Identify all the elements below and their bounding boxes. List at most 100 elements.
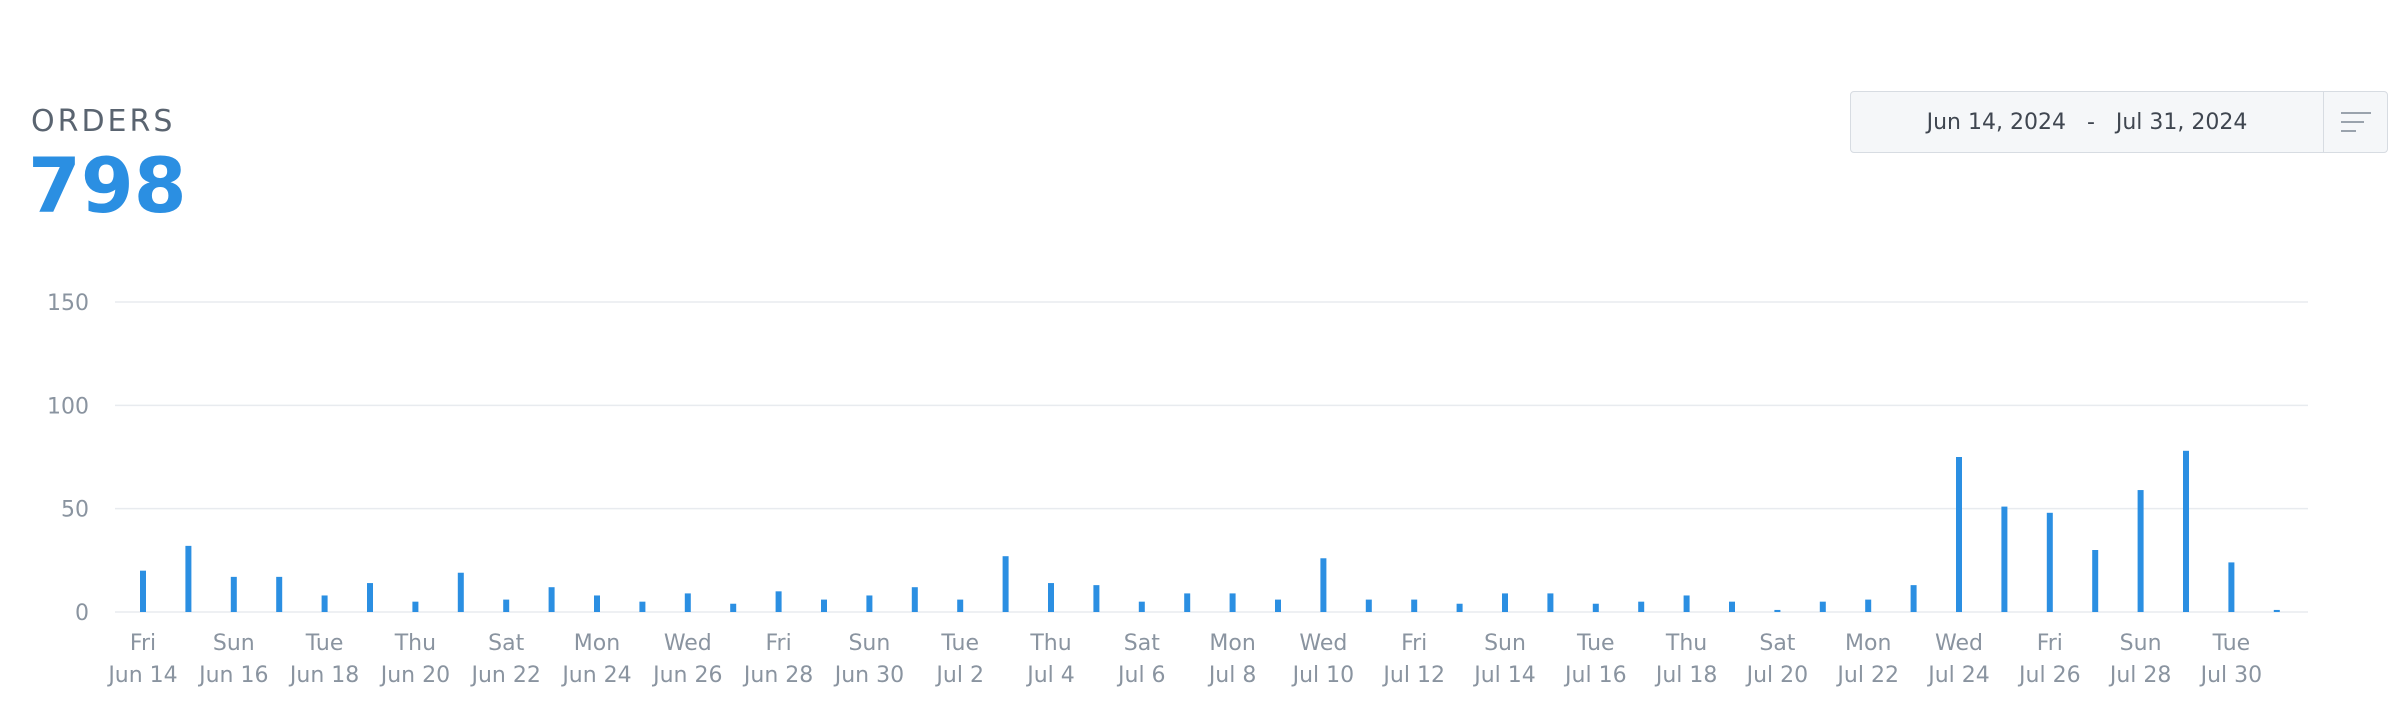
bar[interactable] <box>1365 599 1372 612</box>
bars <box>140 450 2280 612</box>
bar[interactable] <box>594 595 600 612</box>
bar[interactable] <box>1138 601 1145 612</box>
bar[interactable] <box>1411 599 1418 612</box>
bar[interactable] <box>230 576 237 612</box>
x-tick-day-label: Fri <box>130 631 156 656</box>
bar[interactable] <box>2273 609 2280 612</box>
filter-lines-icon <box>2340 112 2371 132</box>
bar[interactable] <box>276 576 283 612</box>
x-tick-day-label: Sun <box>2120 631 2162 656</box>
x-tick-day-label: Tue <box>305 631 344 656</box>
bar[interactable] <box>1819 601 1826 612</box>
date-range-separator: - <box>2086 109 2095 135</box>
x-tick-date-label: Jul 18 <box>1654 663 1718 688</box>
bar[interactable] <box>730 603 737 612</box>
x-tick-day-label: Tue <box>940 631 979 656</box>
y-tick-label: 0 <box>75 601 89 626</box>
orders-total: 798 <box>28 141 187 230</box>
bar[interactable] <box>1275 599 1281 612</box>
bar[interactable] <box>1865 599 1872 612</box>
y-tick-label: 50 <box>61 498 89 523</box>
bar[interactable] <box>457 572 464 612</box>
x-tick-date-label: Jul 10 <box>1291 663 1355 688</box>
bar[interactable] <box>2046 512 2053 612</box>
bar[interactable] <box>2001 506 2008 612</box>
x-tick-day-label: Sun <box>1484 631 1526 656</box>
bar[interactable] <box>821 599 827 612</box>
x-tick-date-label: Jun 24 <box>560 663 631 688</box>
y-tick-label: 100 <box>47 394 89 419</box>
bar[interactable] <box>1774 609 1781 612</box>
x-tick-date-label: Jul 16 <box>1563 663 1627 688</box>
bar[interactable] <box>321 595 328 612</box>
x-tick-date-label: Jun 26 <box>651 663 722 688</box>
bar[interactable] <box>1184 593 1191 612</box>
x-tick-day-label: Tue <box>1576 631 1615 656</box>
bar[interactable] <box>1683 595 1690 612</box>
date-range-end: Jul 31, 2024 <box>2115 109 2248 135</box>
x-tick-day-label: Wed <box>664 631 712 656</box>
bar[interactable] <box>1048 583 1054 612</box>
bar[interactable] <box>1547 593 1554 612</box>
x-tick-date-label: Jul 30 <box>2199 663 2263 688</box>
x-tick-date-label: Jul 12 <box>1381 663 1445 688</box>
x-tick-date-label: Jul 24 <box>1926 663 1990 688</box>
bar[interactable] <box>1592 603 1599 612</box>
bar[interactable] <box>367 583 373 612</box>
x-tick-day-label: Sun <box>848 631 890 656</box>
bar[interactable] <box>684 593 691 612</box>
filter-menu-button[interactable] <box>2323 92 2387 152</box>
bar[interactable] <box>866 595 873 612</box>
bar[interactable] <box>2228 562 2235 612</box>
x-tick-date-label: Jun 14 <box>106 663 177 688</box>
bar[interactable] <box>1320 558 1327 612</box>
bar[interactable] <box>2092 550 2099 612</box>
grid-lines <box>115 301 2308 613</box>
x-tick-date-label: Jul 14 <box>1472 663 1536 688</box>
bar[interactable] <box>1456 603 1463 612</box>
x-tick-date-label: Jul 6 <box>1116 663 1166 688</box>
x-tick-day-label: Fri <box>2037 631 2063 656</box>
x-tick-date-label: Jul 20 <box>1745 663 1809 688</box>
bar[interactable] <box>911 587 918 612</box>
x-tick-day-label: Thu <box>1029 631 1071 656</box>
chart-title: ORDERS <box>31 104 176 139</box>
bar[interactable] <box>957 599 964 612</box>
x-tick-date-label: Jun 30 <box>833 663 904 688</box>
bar[interactable] <box>1502 593 1508 612</box>
x-tick-day-label: Mon <box>574 631 620 656</box>
x-tick-date-label: Jun 22 <box>470 663 541 688</box>
bar[interactable] <box>1093 585 1100 612</box>
bar[interactable] <box>2137 490 2144 612</box>
x-tick-date-label: Jun 18 <box>288 663 359 688</box>
x-tick-day-label: Fri <box>765 631 791 656</box>
x-tick-day-label: Wed <box>1299 631 1347 656</box>
bar[interactable] <box>503 599 510 612</box>
date-range-field[interactable]: Jun 14, 2024 - Jul 31, 2024 <box>1851 92 2323 152</box>
x-tick-day-label: Thu <box>394 631 436 656</box>
x-tick-date-label: Jul 4 <box>1025 663 1075 688</box>
date-range-picker[interactable]: Jun 14, 2024 - Jul 31, 2024 <box>1850 91 2388 153</box>
date-range-start: Jun 14, 2024 <box>1926 109 2066 135</box>
bar[interactable] <box>639 601 646 612</box>
bar[interactable] <box>1910 585 1917 612</box>
bar[interactable] <box>1229 593 1236 612</box>
bar[interactable] <box>775 591 782 612</box>
x-tick-date-label: Jun 28 <box>742 663 813 688</box>
bar[interactable] <box>1956 457 1962 612</box>
y-axis-ticks: 0 50 100 150 <box>47 291 89 626</box>
bar[interactable] <box>1729 601 1735 612</box>
x-tick-date-label: Jun 16 <box>197 663 268 688</box>
x-tick-date-label: Jul 22 <box>1835 663 1899 688</box>
x-axis-ticks: Fri Jun 14 Sun Jun 16 Tue Jun 18 Thu Jun 20 Sat J… <box>106 631 2262 688</box>
bar[interactable] <box>1002 556 1009 612</box>
bar[interactable] <box>140 570 146 612</box>
bar[interactable] <box>2183 450 2189 612</box>
bar[interactable] <box>548 587 555 612</box>
bar[interactable] <box>412 601 419 612</box>
bar[interactable] <box>1638 601 1645 612</box>
x-tick-date-label: Jul 28 <box>2108 663 2172 688</box>
x-tick-day-label: Sun <box>213 631 255 656</box>
bar[interactable] <box>185 545 192 612</box>
